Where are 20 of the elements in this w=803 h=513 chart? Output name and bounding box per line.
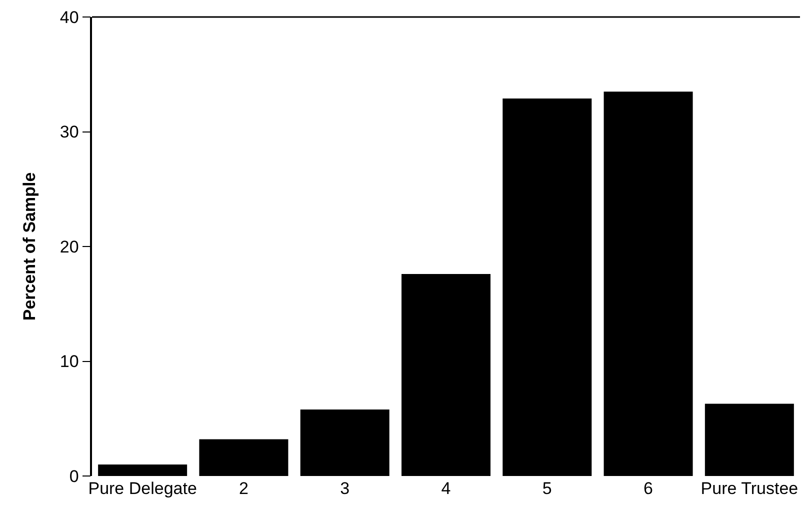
x-tick-label: Pure Delegate (88, 479, 197, 498)
bar (98, 464, 188, 476)
y-tick-label: 30 (60, 122, 79, 142)
bar (402, 274, 490, 476)
bar (704, 404, 794, 476)
y-tick-label: 20 (60, 237, 79, 256)
bar (604, 92, 693, 476)
bar (300, 409, 390, 476)
x-tick-label: 3 (340, 479, 350, 498)
y-tick-label: 40 (60, 8, 79, 27)
y-axis-title: Percent of Sample (20, 172, 39, 321)
y-tick-label: 0 (69, 466, 79, 486)
y-tick-label: 10 (60, 352, 79, 372)
x-tick-label: Pure Trustee (700, 479, 798, 498)
bar (502, 98, 592, 476)
x-tick-label: 6 (644, 479, 654, 498)
x-tick-label: 2 (238, 479, 248, 498)
x-tick-label: 4 (441, 479, 451, 498)
x-tick-label: 5 (542, 479, 552, 498)
bar (199, 439, 288, 476)
